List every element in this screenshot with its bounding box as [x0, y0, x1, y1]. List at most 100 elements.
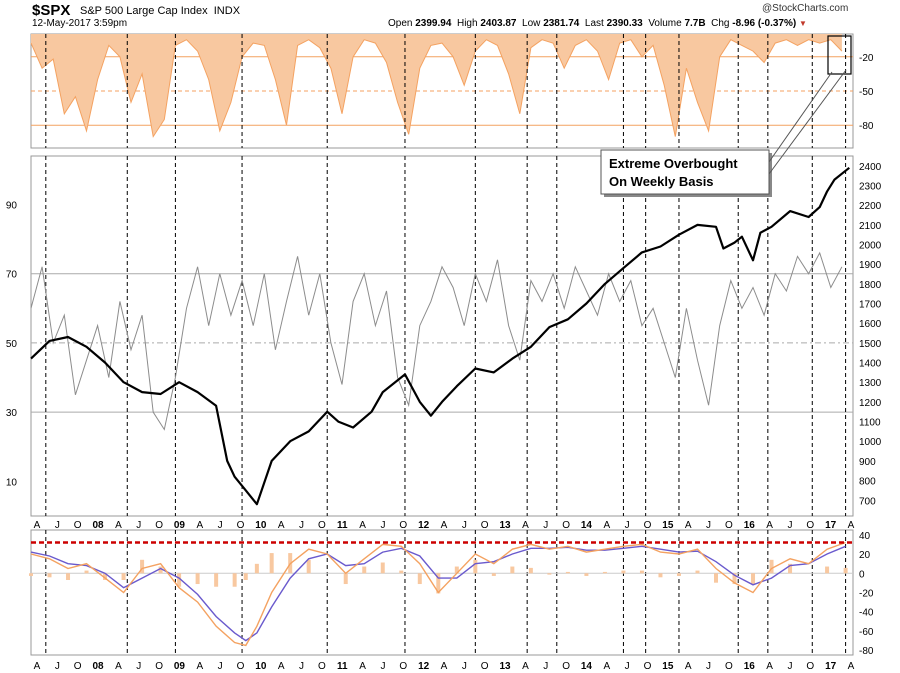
x-axis-label: 17: [825, 520, 837, 531]
x-axis-label-bottom: J: [136, 661, 141, 672]
x-axis-label: 09: [174, 520, 186, 531]
x-axis-label-bottom: O: [806, 661, 814, 672]
x-axis-label: J: [299, 520, 304, 531]
x-axis-label: A: [359, 520, 366, 531]
macd-histogram-bar: [436, 573, 441, 594]
x-axis-label: 15: [662, 520, 674, 531]
macd-histogram-bar: [473, 559, 478, 574]
x-axis-label-bottom: A: [522, 661, 529, 672]
x-axis-label-bottom: J: [462, 661, 467, 672]
macd-histogram-bar: [343, 573, 348, 585]
annotation-box: [600, 149, 770, 195]
macd-histogram-bar: [695, 570, 700, 574]
macd-histogram-bar: [121, 573, 126, 580]
quote-bar: Open 2399.94 High 2403.87 Low 2381.74 La…: [388, 18, 807, 29]
low-value: 2381.74: [543, 18, 580, 29]
price-axis-label: 1000: [859, 437, 882, 448]
down-triangle-icon: ▼: [798, 19, 807, 28]
x-axis-label: O: [399, 520, 407, 531]
price-axis-label: 2400: [859, 162, 882, 173]
open-label: Open: [388, 18, 413, 29]
x-axis-label-bottom: 15: [662, 661, 674, 672]
top-axis-label: -80: [859, 121, 874, 132]
macd-histogram-bar: [658, 573, 663, 578]
x-axis-label-bottom: O: [562, 661, 570, 672]
x-axis-label-bottom: 12: [418, 661, 430, 672]
x-axis-label: 16: [744, 520, 756, 531]
x-axis-label: A: [848, 520, 855, 531]
high-value: 2403.87: [480, 18, 517, 29]
low-label: Low: [522, 18, 541, 29]
macd-histogram-bar: [417, 573, 422, 585]
x-axis-label: J: [543, 520, 548, 531]
symbol: $SPX: [32, 2, 71, 19]
x-axis-label-bottom: 08: [92, 661, 104, 672]
macd-panel-frame: [30, 529, 854, 656]
x-axis-label-bottom: 14: [581, 661, 593, 672]
macd-axis-label: -40: [859, 608, 874, 619]
x-axis-label: 14: [581, 520, 593, 531]
macd-axis-label: -20: [859, 589, 874, 600]
rsi-axis-label: 70: [6, 270, 18, 281]
x-axis-label: A: [522, 520, 529, 531]
x-axis-label: J: [462, 520, 467, 531]
price-axis-label: 1700: [859, 300, 882, 311]
x-axis-label-bottom: A: [359, 661, 366, 672]
high-label: High: [456, 18, 478, 29]
x-axis-label-bottom: A: [603, 661, 610, 672]
macd-histogram-bar: [639, 570, 644, 574]
x-axis-label-bottom: A: [34, 661, 41, 672]
chg-value: -8.96 (-0.37%): [732, 18, 797, 29]
macd-histogram-bar: [584, 573, 589, 576]
x-axis-label-bottom: 09: [174, 661, 186, 672]
x-axis-label-bottom: J: [787, 661, 792, 672]
rsi-axis-label: 90: [6, 200, 18, 211]
macd-histogram-bar: [788, 563, 793, 574]
macd-histogram-bar: [306, 559, 311, 574]
x-axis-label: O: [562, 520, 570, 531]
x-axis-label: 11: [337, 520, 348, 531]
x-axis-label-bottom: J: [380, 661, 385, 672]
volume-value: 7.7B: [684, 18, 706, 29]
x-axis-label: J: [136, 520, 141, 531]
x-axis-label-bottom: O: [155, 661, 163, 672]
x-axis-label-bottom: J: [625, 661, 630, 672]
rsi-axis-label: 10: [6, 477, 18, 488]
macd-histogram-bar: [214, 573, 219, 587]
macd-histogram-bar: [565, 571, 570, 574]
x-axis-label: 10: [255, 520, 267, 531]
price-axis-label: 1800: [859, 280, 882, 291]
price-axis-label: 900: [859, 457, 876, 468]
top-axis-label: -20: [859, 53, 874, 64]
x-axis-label-bottom: O: [481, 661, 489, 672]
macd-signal-line: [30, 545, 846, 642]
x-axis-label-bottom: O: [74, 661, 82, 672]
macd-histogram-bar: [621, 570, 626, 574]
index-name: S&P 500 Large Cap Index: [80, 5, 208, 17]
price-line: [30, 166, 850, 506]
volume-label: Volume: [648, 18, 682, 29]
x-axis-label: J: [55, 520, 60, 531]
macd-histogram-bar: [380, 562, 385, 574]
x-axis-label: J: [380, 520, 385, 531]
x-axis-label-bottom: A: [441, 661, 448, 672]
macd-histogram-bar: [510, 566, 515, 574]
x-axis-label: O: [318, 520, 326, 531]
macd-histogram-bar: [269, 553, 274, 574]
price-axis-label: 2200: [859, 201, 882, 212]
macd-histogram-bar: [769, 559, 774, 574]
x-axis-label: A: [278, 520, 285, 531]
macd-histogram-bar: [195, 573, 200, 585]
x-axis-label-bottom: 16: [744, 661, 756, 672]
macd-histogram-bar: [714, 573, 718, 583]
macd-histogram-bar: [843, 567, 848, 574]
macd-histogram-bar: [29, 573, 33, 576]
price-axis-label: 1200: [859, 398, 882, 409]
x-axis-label-bottom: J: [543, 661, 548, 672]
x-axis-label-bottom: O: [399, 661, 407, 672]
x-axis-label-bottom: A: [685, 661, 692, 672]
price-panel-frame: [30, 155, 854, 517]
price-axis-label: 2100: [859, 221, 882, 232]
x-axis-label-bottom: O: [644, 661, 652, 672]
